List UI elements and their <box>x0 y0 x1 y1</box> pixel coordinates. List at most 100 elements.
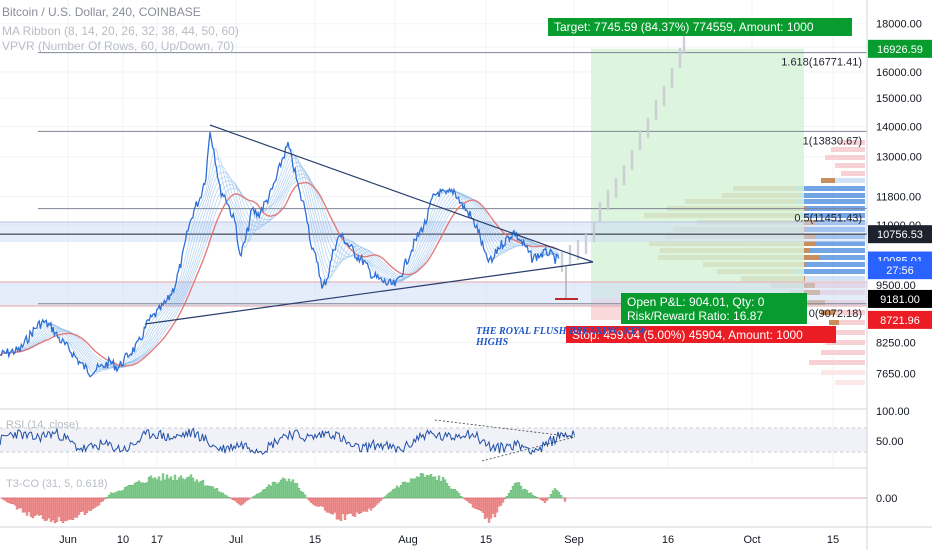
t3-bar-19 <box>37 497 41 516</box>
rsi-tick-0: 100.00 <box>876 406 910 418</box>
t3-bar-141 <box>281 477 285 499</box>
t3-bar-169 <box>337 497 341 520</box>
fib-label-2: 0.5(11451.43) <box>794 213 862 225</box>
t3-bar-97 <box>193 481 197 499</box>
legend-vpvr: VPVR (Number Of Rows, 60, Up/Down, 70) <box>2 39 234 53</box>
time-axis[interactable]: Jun 10 17 Jul 15 Aug 15 Sep 16 Oct 15 <box>59 534 839 546</box>
t3-bar-106 <box>211 486 215 499</box>
t3-bar-79 <box>157 476 161 499</box>
t3-bar-114 <box>227 497 231 499</box>
t3-bar-32 <box>63 497 67 521</box>
t3-bar-204 <box>407 482 411 499</box>
t3-bar-174 <box>347 497 351 514</box>
vp-up-7 <box>800 193 865 198</box>
t3-bar-24 <box>47 497 51 519</box>
ma-ribbon-line-6 <box>0 173 559 368</box>
t3-bar-255 <box>509 490 513 499</box>
pnl-box <box>621 293 807 324</box>
vp-up-3 <box>835 163 865 168</box>
t3-bar-101 <box>201 479 205 499</box>
t3-bar-42 <box>83 497 87 516</box>
t3-bar-113 <box>225 495 229 499</box>
t3-bar-278 <box>555 490 559 499</box>
t3-bar-166 <box>331 497 335 515</box>
projection-candle-0 <box>560 252 564 272</box>
t3-bar-122 <box>243 497 247 503</box>
t3-bar-3 <box>5 497 9 503</box>
drawings[interactable] <box>144 124 594 325</box>
vp-up-19 <box>805 276 865 281</box>
t3-bar-210 <box>419 473 423 499</box>
price-label-bg-4 <box>868 289 932 308</box>
t3-bar-48 <box>95 497 99 507</box>
t3-bar-104 <box>207 485 211 499</box>
vp-up-25 <box>835 330 865 335</box>
t3-bar-107 <box>213 488 217 499</box>
projection-candle-10 <box>638 130 642 150</box>
t3-bar-190 <box>379 497 383 501</box>
lower-trendline[interactable] <box>144 261 594 325</box>
rsi-trend-upper <box>434 419 576 438</box>
t3-bar-156 <box>311 497 315 505</box>
t3-bar-282 <box>563 497 567 502</box>
t3-bar-119 <box>237 497 241 505</box>
ma-ribbon-line-3 <box>0 161 559 370</box>
t3-bar-170 <box>339 497 343 521</box>
vp-up-6 <box>795 186 865 191</box>
t3-bar-265 <box>529 492 533 499</box>
target-text: Target: 7745.59 (84.37%) 774559, Amount:… <box>554 20 814 34</box>
t3-bar-15 <box>29 497 33 517</box>
t3-bar-271 <box>541 497 545 501</box>
price-tick-5: 13000.00 <box>876 152 922 164</box>
t3-bar-279 <box>557 491 561 499</box>
t3-bar-244 <box>487 497 491 523</box>
t3-bar-233 <box>465 497 469 501</box>
t3-bar-239 <box>477 497 481 510</box>
t3-bar-54 <box>107 495 111 499</box>
t3-bar-34 <box>67 497 71 520</box>
t3-bar-80 <box>159 480 163 499</box>
vp-up-26 <box>825 340 865 345</box>
price-label-5: 8721.96 <box>880 315 920 327</box>
t3-bar-171 <box>341 497 345 514</box>
t3-bar-172 <box>343 497 347 520</box>
t3-bar-53 <box>105 497 109 499</box>
t3-bar-163 <box>325 497 329 513</box>
t3-bar-164 <box>327 497 331 513</box>
t3-bar-191 <box>381 497 385 499</box>
t3-bar-226 <box>451 489 455 499</box>
upper-trendline[interactable] <box>209 124 594 263</box>
t3-bar-25 <box>49 497 53 522</box>
t3-bar-246 <box>491 497 495 514</box>
t3-bar-8 <box>15 497 19 510</box>
t3-bar-173 <box>345 497 349 515</box>
projection-candle-6 <box>606 190 610 210</box>
price-label-bg-3 <box>868 261 932 280</box>
t3-bar-243 <box>485 497 489 518</box>
time-tick-6: 15 <box>480 534 492 546</box>
t3-bar-62 <box>123 487 127 499</box>
price-labels: 16926.5910756.5310085.0127:569181.008721… <box>868 39 932 329</box>
price-series <box>0 34 686 378</box>
annotation-line-2: HIGHS <box>475 337 509 348</box>
t3-bar-258 <box>515 482 519 499</box>
t3-bar-12 <box>23 497 27 513</box>
t3-bar-270 <box>539 497 543 500</box>
t3-bar-67 <box>133 482 137 499</box>
t3-bar-14 <box>27 497 31 512</box>
t3-bar-186 <box>371 497 375 509</box>
vp-up-23 <box>835 310 865 315</box>
t3-bar-88 <box>175 480 179 499</box>
t3-bar-195 <box>389 491 393 499</box>
t3-bar-37 <box>73 497 77 518</box>
t3-bar-220 <box>439 481 443 499</box>
ma-ribbon-line-7 <box>0 177 559 368</box>
t3-bar-249 <box>497 497 501 507</box>
vp-down-23 <box>821 310 835 315</box>
t3-bar-1 <box>1 497 5 500</box>
stop-box <box>566 326 836 343</box>
t3-bar-214 <box>427 475 431 499</box>
t3-bar-200 <box>399 485 403 499</box>
time-tick-1: 10 <box>117 534 129 546</box>
